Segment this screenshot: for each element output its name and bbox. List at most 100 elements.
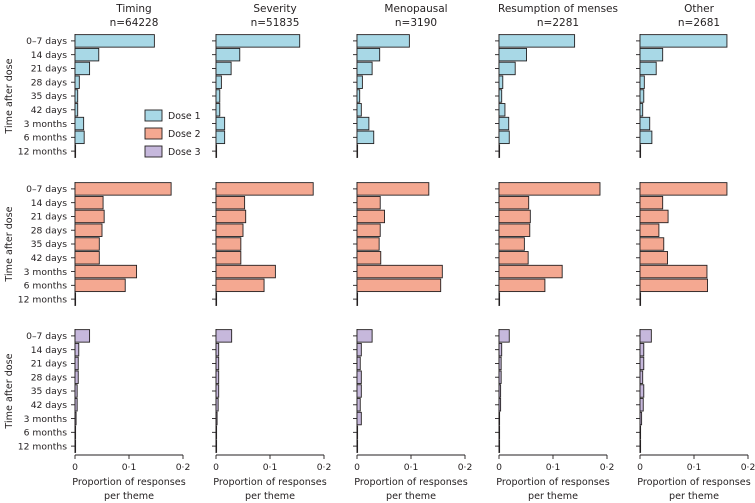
bar-timing-dose-2-8	[74, 292, 77, 306]
bar-timing-dose-1-2	[74, 61, 91, 76]
category-label: 0–7 days	[26, 331, 67, 342]
x-axis-title: per theme	[386, 491, 436, 502]
bar-resumption-of-menses-dose-3-0	[498, 329, 510, 343]
bar-timing-dose-2-1	[74, 195, 104, 210]
bar-timing-dose-1-7	[74, 130, 85, 145]
bar-timing-dose-3-2	[74, 356, 79, 371]
bar-other-dose-3-4	[639, 384, 645, 398]
bar-severity-dose-1-8	[215, 144, 218, 158]
category-label: 14 days	[31, 198, 68, 209]
bar-timing-dose-3-1	[74, 342, 80, 357]
bar-menopausal-dose-2-7	[356, 278, 442, 293]
y-axis-title: Time after dose	[4, 353, 15, 429]
bar-other-dose-1-4	[639, 89, 645, 103]
bar-other-dose-3-0	[639, 329, 652, 343]
bar-timing-dose-2-4	[74, 237, 100, 251]
x-axis-title: Proportion of responses	[213, 477, 326, 488]
bar-resumption-of-menses-dose-3-4	[498, 384, 502, 398]
bar-resumption-of-menses-dose-3-8	[498, 439, 501, 453]
bar-severity-dose-3-3	[215, 370, 220, 384]
category-label: 42 days	[31, 105, 68, 116]
bar-resumption-of-menses-dose-1-7	[498, 130, 510, 145]
bar-other-dose-2-6	[639, 264, 708, 279]
category-label: 35 days	[31, 386, 68, 397]
theme-title: Severity	[253, 3, 296, 15]
bar-menopausal-dose-2-0	[356, 182, 430, 196]
bar-menopausal-dose-1-0	[356, 34, 410, 48]
bar-other-dose-3-1	[639, 342, 645, 357]
bar-severity-dose-1-2	[215, 61, 232, 76]
x-tick-label: 0	[72, 462, 78, 473]
y-axis-title: Time after dose	[4, 206, 15, 282]
category-label: 42 days	[31, 253, 68, 264]
category-label: 12 months	[18, 146, 67, 157]
bar-timing-dose-3-4	[74, 384, 78, 398]
bar-menopausal-dose-3-1	[356, 342, 362, 357]
x-axis-title: Proportion of responses	[72, 477, 185, 488]
bar-other-dose-2-0	[639, 182, 728, 196]
bar-resumption-of-menses-dose-2-6	[498, 264, 563, 279]
bar-resumption-of-menses-dose-2-4	[498, 237, 525, 251]
category-label: 35 days	[31, 91, 68, 102]
x-tick-label: 0·2	[458, 462, 473, 473]
bar-other-dose-1-8	[639, 144, 642, 158]
bar-menopausal-dose-1-1	[356, 47, 381, 62]
x-tick-label: 0·1	[122, 462, 137, 473]
bar-menopausal-dose-2-8	[356, 292, 359, 306]
x-tick-label: 0·1	[687, 462, 702, 473]
bar-timing-dose-1-1	[74, 47, 100, 62]
bar-timing-dose-3-8	[74, 439, 77, 453]
bar-other-dose-1-2	[639, 61, 657, 76]
x-axis-title: per theme	[528, 491, 578, 502]
bar-severity-dose-2-6	[215, 264, 276, 279]
bar-other-dose-2-3	[639, 223, 660, 237]
category-label: 28 days	[31, 77, 68, 88]
bar-severity-dose-3-8	[215, 439, 218, 453]
theme-title: Timing	[115, 3, 151, 15]
bar-other-dose-1-5	[639, 103, 644, 117]
bar-severity-dose-1-1	[215, 47, 241, 62]
bar-other-dose-3-2	[639, 356, 645, 371]
bar-resumption-of-menses-dose-3-6	[498, 411, 501, 426]
x-axis-title: per theme	[669, 491, 719, 502]
bar-timing-dose-1-0	[74, 34, 155, 48]
bar-menopausal-dose-2-1	[356, 195, 381, 210]
bar-resumption-of-menses-dose-1-2	[498, 61, 516, 76]
bar-resumption-of-menses-dose-2-1	[498, 195, 530, 210]
bar-severity-dose-2-2	[215, 209, 247, 224]
bar-resumption-of-menses-dose-1-3	[498, 75, 504, 89]
bar-other-dose-1-3	[639, 75, 645, 89]
bar-menopausal-dose-1-4	[356, 89, 361, 103]
bar-other-dose-2-7	[639, 278, 708, 293]
category-label: 28 days	[31, 225, 68, 236]
bar-severity-dose-1-4	[215, 89, 221, 103]
category-label: 21 days	[31, 64, 68, 75]
bar-resumption-of-menses-dose-2-0	[498, 182, 601, 196]
bar-timing-dose-1-3	[74, 75, 80, 89]
x-tick-label: 0	[496, 462, 502, 473]
bar-resumption-of-menses-dose-3-3	[498, 370, 502, 384]
legend-swatch	[144, 109, 163, 122]
bar-menopausal-dose-1-6	[356, 116, 370, 131]
bar-menopausal-dose-1-7	[356, 130, 375, 145]
bar-menopausal-dose-2-5	[356, 251, 382, 265]
category-label: 21 days	[31, 359, 68, 370]
x-axis-title: Proportion of responses	[354, 477, 467, 488]
bar-other-dose-1-6	[639, 116, 651, 131]
bar-menopausal-dose-3-7	[356, 425, 359, 440]
legend-label: Dose 2	[168, 129, 201, 140]
theme-n: n=3190	[395, 17, 437, 29]
bar-menopausal-dose-1-2	[356, 61, 373, 76]
bar-severity-dose-2-4	[215, 237, 242, 251]
theme-title: Menopausal	[384, 3, 447, 15]
bar-other-dose-2-1	[639, 195, 664, 210]
bar-timing-dose-3-0	[74, 329, 91, 343]
bar-other-dose-3-5	[639, 398, 644, 412]
bar-timing-dose-3-5	[74, 398, 78, 412]
legend-swatch	[144, 145, 163, 158]
bar-resumption-of-menses-dose-3-2	[498, 356, 502, 371]
bar-severity-dose-2-5	[215, 251, 242, 265]
bar-severity-dose-1-7	[215, 130, 226, 145]
x-axis-title: per theme	[104, 491, 154, 502]
bar-other-dose-3-7	[639, 425, 642, 440]
